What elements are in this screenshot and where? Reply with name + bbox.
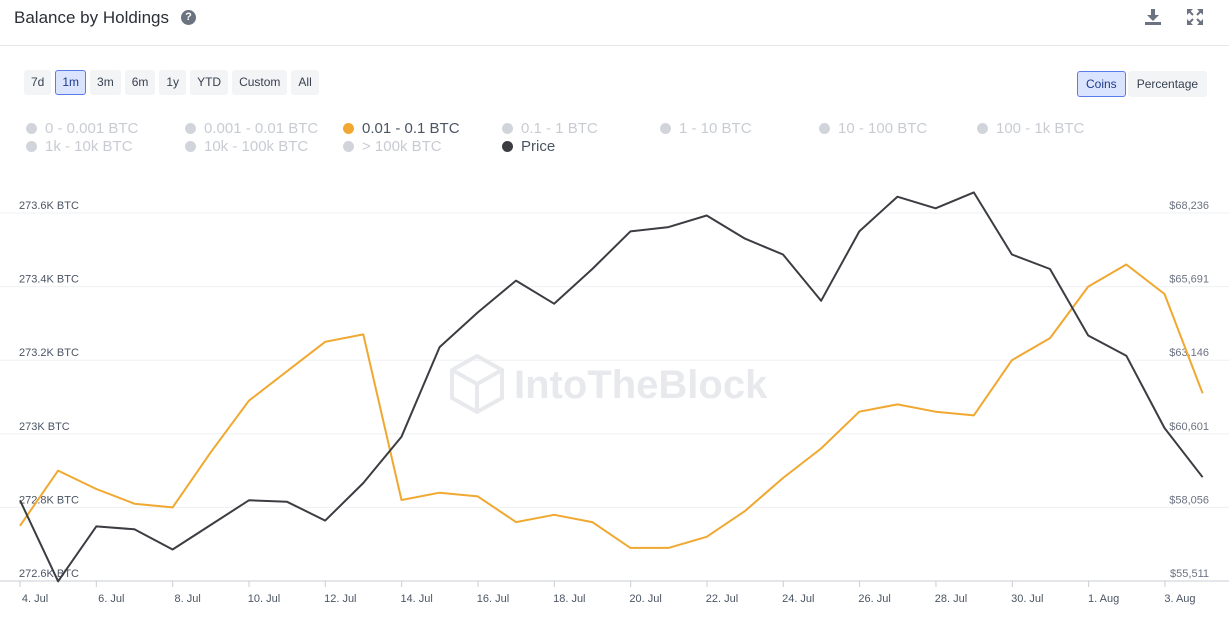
right-tick-label: $65,691 xyxy=(1169,274,1209,286)
legend-item[interactable]: 1 - 10 BTC xyxy=(660,119,752,137)
series-lines xyxy=(19,191,1204,583)
right-axis: $55,511 $58,056 $60,601 $63,146 $65,691 $68,2… xyxy=(1169,200,1209,580)
legend-dot-icon xyxy=(502,122,513,134)
x-tick-label: 18. Jul xyxy=(553,593,585,605)
legend-item[interactable]: 0.1 - 1 BTC xyxy=(502,119,598,137)
series-line-price[interactable] xyxy=(19,191,1204,583)
right-tick-label: $68,236 xyxy=(1169,200,1209,212)
x-tick-label: 14. Jul xyxy=(400,593,432,605)
left-tick-label: 272.6K BTC xyxy=(19,568,79,580)
x-tick-label: 22. Jul xyxy=(706,593,738,605)
x-tick-label: 3. Aug xyxy=(1164,593,1195,605)
legend-item[interactable]: 10 - 100 BTC xyxy=(819,119,927,137)
unit-mode-selector: Coins Percentage xyxy=(1077,71,1208,97)
question-circle-icon[interactable]: ? xyxy=(181,10,196,25)
legend-item[interactable]: 100 - 1k BTC xyxy=(977,119,1084,137)
legend-label: 1 - 10 BTC xyxy=(679,119,752,137)
coins-button[interactable]: Coins xyxy=(1077,71,1126,97)
legend-dot-icon xyxy=(502,140,513,152)
left-tick-label: 273.2K BTC xyxy=(19,347,79,359)
legend-item[interactable]: 10k - 100k BTC xyxy=(185,137,308,155)
range-button-custom[interactable]: Custom xyxy=(232,70,288,95)
x-tick-label: 8. Jul xyxy=(175,593,201,605)
legend-label: 0.001 - 0.01 BTC xyxy=(204,119,319,137)
legend-label: 1k - 10k BTC xyxy=(45,137,133,155)
series-line-holdings[interactable] xyxy=(19,263,1204,549)
legend-label: 10k - 100k BTC xyxy=(204,137,309,155)
x-axis: 4. Jul 6. Jul 8. Jul 10. Jul 12. Jul 14. Jul 1… xyxy=(19,581,1196,605)
x-tick-label: 28. Jul xyxy=(935,593,967,605)
legend-label: 10 - 100 BTC xyxy=(838,119,928,137)
right-tick-label: $60,601 xyxy=(1169,421,1209,433)
range-button-6m[interactable]: 6m xyxy=(124,70,156,95)
percentage-button[interactable]: Percentage xyxy=(1127,71,1208,97)
legend-dot-icon xyxy=(977,122,988,134)
download-icon[interactable] xyxy=(1143,7,1163,27)
x-tick-label: 10. Jul xyxy=(248,593,280,605)
chart-header: Balance by Holdings ? xyxy=(0,0,1229,46)
legend-label: 0.1 - 1 BTC xyxy=(521,119,598,137)
range-button-3m[interactable]: 3m xyxy=(90,70,121,95)
right-tick-label: $55,511 xyxy=(1170,568,1209,580)
range-button-all[interactable]: All xyxy=(291,70,319,95)
legend-item[interactable]: 1k - 10k BTC xyxy=(26,137,133,155)
x-tick-label: 30. Jul xyxy=(1011,593,1043,605)
legend-dot-icon xyxy=(26,140,37,152)
range-button-1m[interactable]: 1m xyxy=(55,70,87,95)
watermark: IntoTheBlock xyxy=(450,353,768,415)
legend-dot-icon xyxy=(343,122,354,134)
left-tick-label: 273K BTC xyxy=(19,421,70,433)
x-tick-label: 4. Jul xyxy=(22,593,48,605)
legend-label: Price xyxy=(521,137,556,155)
legend-label: 100 - 1k BTC xyxy=(996,119,1085,137)
range-button-1y[interactable]: 1y xyxy=(159,70,187,95)
right-tick-label: $58,056 xyxy=(1169,494,1209,506)
left-tick-label: 272.8K BTC xyxy=(19,494,79,506)
expand-icon[interactable] xyxy=(1185,7,1205,27)
legend-dot-icon xyxy=(185,122,196,134)
x-tick-label: 20. Jul xyxy=(629,593,661,605)
range-button-ytd[interactable]: YTD xyxy=(190,70,229,95)
legend-dot-icon xyxy=(26,122,37,134)
legend-dot-icon xyxy=(343,140,354,152)
legend-item[interactable]: 0.01 - 0.1 BTC xyxy=(343,119,460,137)
x-tick-label: 1. Aug xyxy=(1088,593,1119,605)
grid-lines xyxy=(0,212,1229,582)
left-axis: 272.6K BTC 272.8K BTC 273K BTC 273.2K BTC 27… xyxy=(19,200,79,580)
legend-item[interactable]: 0.001 - 0.01 BTC xyxy=(185,119,318,137)
x-tick-label: 26. Jul xyxy=(858,593,890,605)
legend-dot-icon xyxy=(819,122,830,134)
legend-item[interactable]: Price xyxy=(502,137,555,155)
left-tick-label: 273.6K BTC xyxy=(19,200,79,212)
legend-item[interactable]: > 100k BTC xyxy=(343,137,442,155)
legend-label: > 100k BTC xyxy=(362,137,442,155)
x-tick-label: 12. Jul xyxy=(324,593,356,605)
right-tick-label: $63,146 xyxy=(1169,347,1209,359)
chart-title: Balance by Holdings xyxy=(14,8,169,27)
legend-dot-icon xyxy=(185,140,196,152)
range-button-7d[interactable]: 7d xyxy=(24,70,52,95)
x-tick-label: 16. Jul xyxy=(477,593,509,605)
watermark-text: IntoTheBlock xyxy=(514,363,768,407)
x-tick-label: 24. Jul xyxy=(782,593,814,605)
legend-item[interactable]: 0 - 0.001 BTC xyxy=(26,119,138,137)
legend-label: 0.01 - 0.1 BTC xyxy=(362,119,460,137)
left-tick-label: 273.4K BTC xyxy=(19,274,79,286)
x-tick-label: 6. Jul xyxy=(98,593,124,605)
legend-label: 0 - 0.001 BTC xyxy=(45,119,139,137)
legend-dot-icon xyxy=(660,122,671,134)
time-range-selector: 7d 1m 3m 6m 1y YTD Custom All xyxy=(24,70,319,95)
